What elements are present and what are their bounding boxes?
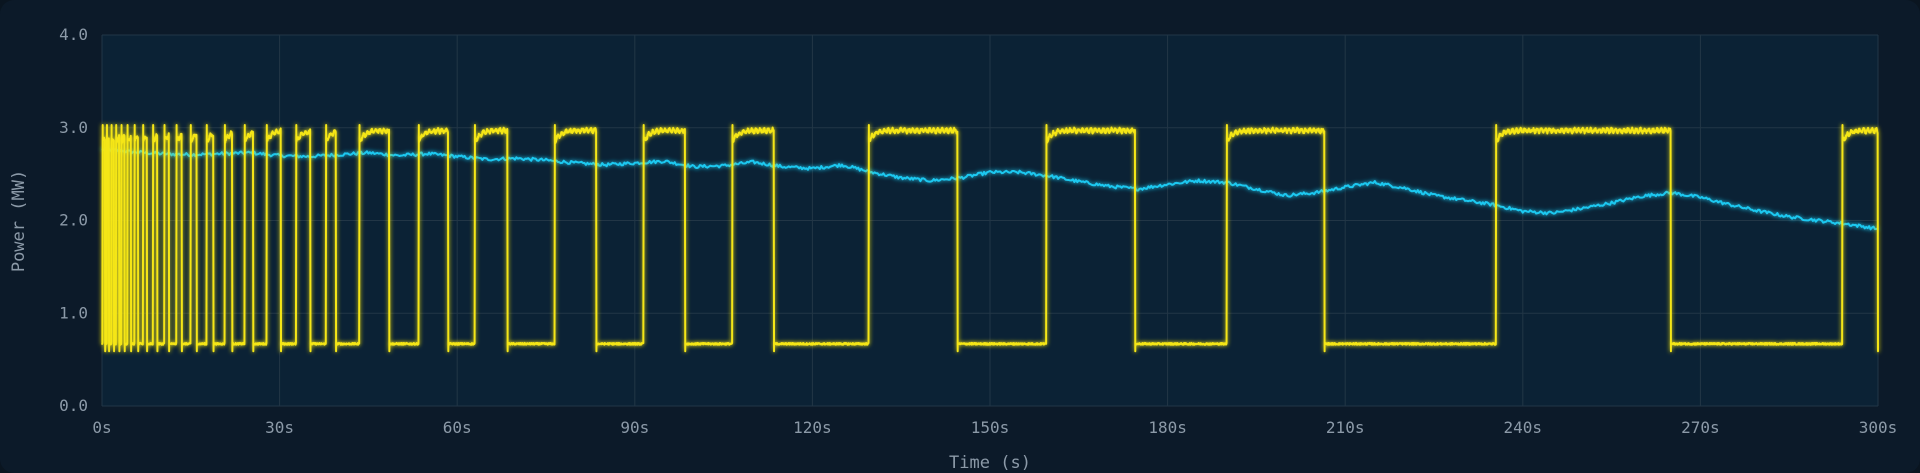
x-tick-label: 240s bbox=[1504, 418, 1543, 437]
x-tick-label: 120s bbox=[793, 418, 832, 437]
y-axis-ticks: 0.0 1.0 2.0 3.0 4.0 bbox=[59, 25, 88, 415]
series-line-cyan bbox=[101, 146, 1879, 231]
y-tick-label: 2.0 bbox=[59, 211, 88, 230]
x-tick-label: 150s bbox=[971, 418, 1010, 437]
x-tick-label: 300s bbox=[1859, 418, 1898, 437]
y-tick-label: 1.0 bbox=[59, 303, 88, 322]
y-tick-label: 0.0 bbox=[59, 396, 88, 415]
x-tick-label: 0s bbox=[92, 418, 111, 437]
y-axis-label: Power (MW) bbox=[9, 170, 29, 272]
x-tick-label: 60s bbox=[443, 418, 472, 437]
series-line-yellow bbox=[101, 123, 1879, 353]
x-axis-label: Time (s) bbox=[949, 453, 1031, 473]
x-axis-ticks: 0s 30s 60s 90s 120s 150s 180s 210s 240s 270s 300s bbox=[92, 418, 1897, 437]
x-tick-label: 90s bbox=[620, 418, 649, 437]
series-layer bbox=[101, 123, 1879, 353]
x-tick-label: 30s bbox=[265, 418, 294, 437]
x-tick-label: 210s bbox=[1326, 418, 1365, 437]
y-tick-label: 3.0 bbox=[59, 118, 88, 137]
x-tick-label: 270s bbox=[1681, 418, 1720, 437]
y-tick-label: 4.0 bbox=[59, 25, 88, 44]
x-tick-label: 180s bbox=[1148, 418, 1187, 437]
